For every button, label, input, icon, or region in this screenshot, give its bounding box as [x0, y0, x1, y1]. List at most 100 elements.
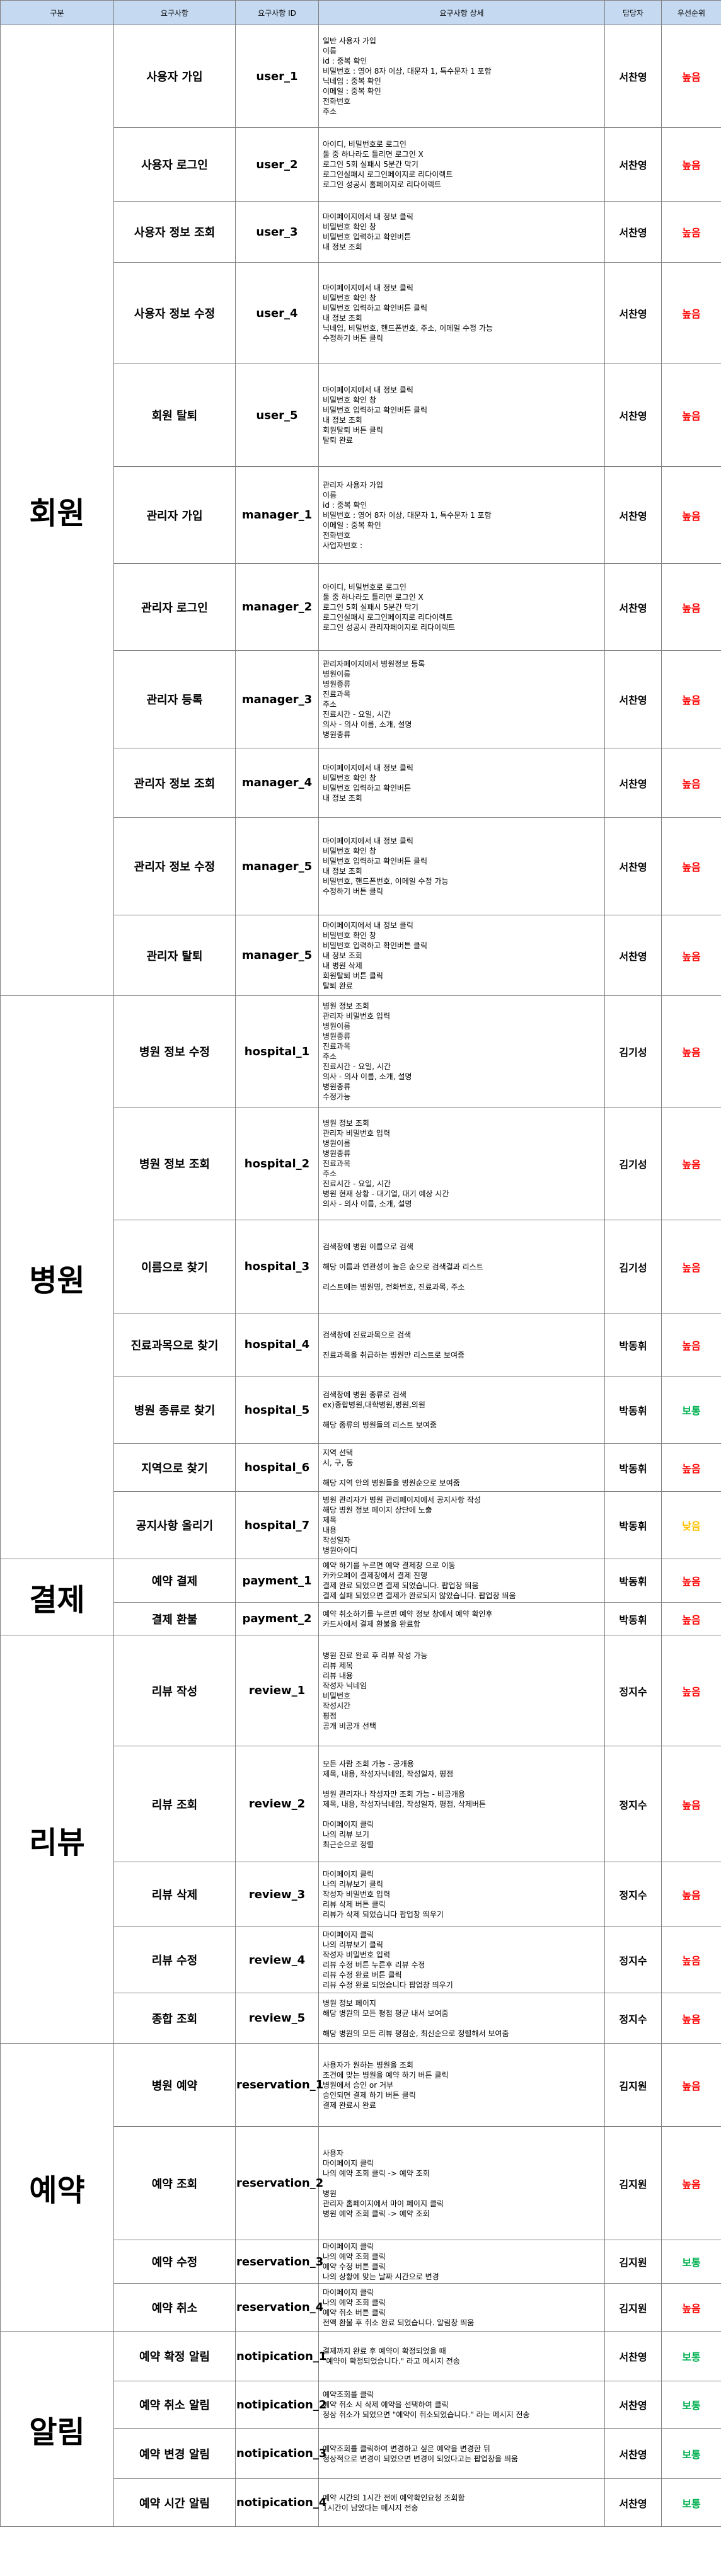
- requirement-cell: 사용자 로그인: [113, 127, 236, 202]
- requirement-detail-cell: 예약 시간의 1시간 전에 예약확인요청 조회함 1시간이 남았다는 메시지 전…: [318, 2478, 605, 2527]
- requirement-cell: 예약 취소 알림: [113, 2381, 236, 2429]
- requirement-detail-cell: 예약 하기를 누르면 예약 결제창 으로 이동 카카오페이 결제창에서 결제 진…: [318, 1559, 605, 1603]
- table-row: 알림 예약 확정 알림 notipication_1 결제까지 완료 후 예약이 확정…: [0, 2331, 721, 2527]
- table-row: 관리자 등록 manager_3 관리자페이지에서 병원정보 등록 병원이름 병원종…: [1, 650, 721, 748]
- requirement-id-cell: notipication_2: [235, 2381, 326, 2429]
- requirement-detail-cell: 검색창에 진료과목으로 검색 진료과목을 취급하는 병원만 리스트로 보여줌: [318, 1313, 605, 1377]
- owner-cell: 정지수: [604, 1635, 662, 1746]
- requirement-id-cell: reservation_1: [235, 2043, 323, 2127]
- requirement-detail-cell: 병원 정보 조회 관리자 비밀번호 입력 병원이름 병원종류 진료과목 주소 진…: [318, 995, 605, 1108]
- section-category: 알림: [0, 2331, 114, 2527]
- requirement-detail-cell: 마이페이지에서 내 정보 클릭 비밀번호 확인 창 비밀번호 입력하고 확인버튼…: [318, 262, 605, 364]
- requirement-cell: 병원 정보 수정: [113, 995, 236, 1108]
- requirement-id-cell: review_4: [235, 1926, 319, 1993]
- priority-cell: 높음: [661, 1635, 721, 1746]
- priority-cell: 높음: [661, 1313, 721, 1377]
- requirement-cell: 리뷰 수정: [113, 1926, 236, 1993]
- owner-cell: 서찬영: [604, 2381, 662, 2429]
- requirement-cell: 병원 종류로 찾기: [113, 1376, 236, 1444]
- requirement-detail-cell: 마이페이지 클릭 나의 예약 조회 클릭 예약 취소 버튼 클릭 전액 환불 후…: [318, 2283, 605, 2332]
- requirement-detail-cell: 마이페이지에서 내 정보 클릭 비밀번호 확인 창 비밀번호 입력하고 확인버튼…: [318, 364, 605, 467]
- priority-cell: 높음: [661, 466, 721, 564]
- priority-cell: 높음: [661, 1602, 721, 1635]
- owner-cell: 서찬영: [604, 817, 662, 915]
- requirement-cell: 리뷰 삭제: [113, 1862, 236, 1927]
- requirement-id-cell: hospital_6: [235, 1443, 319, 1492]
- requirement-id-cell: review_1: [235, 1635, 319, 1746]
- priority-cell: 높음: [661, 1926, 721, 1993]
- priority-cell: 높음: [661, 364, 721, 467]
- requirement-cell: 이름으로 찾기: [113, 1220, 236, 1314]
- priority-cell: 높음: [661, 127, 721, 202]
- priority-cell: 높음: [661, 25, 721, 128]
- table-row: 리뷰 리뷰 작성 review_1 병원 진료 완료 후 리뷰 작성 가능 리뷰 제목…: [0, 1635, 721, 2044]
- requirement-detail-cell: 병원 관리자가 병원 관리페이지에서 공지사항 작성 해당 병원 정보 페이지 …: [318, 1491, 605, 1559]
- requirement-detail-cell: 검색창에 병원 이름으로 검색 해당 이름과 연관성이 높은 순으로 검색결과 …: [318, 1220, 605, 1314]
- requirement-cell: 사용자 가입: [113, 25, 236, 128]
- requirement-id-cell: hospital_5: [235, 1376, 319, 1444]
- requirement-detail-cell: 관리자 사용자 가입 이름 id : 중복 확인 비밀번호 : 영어 8자 이상…: [318, 466, 605, 564]
- requirement-cell: 관리자 로그인: [113, 563, 236, 651]
- requirement-cell: 관리자 등록: [113, 650, 236, 748]
- requirement-id-cell: hospital_1: [235, 995, 319, 1108]
- priority-cell: 높음: [661, 262, 721, 364]
- requirement-id-cell: payment_1: [235, 1559, 319, 1603]
- owner-cell: 서찬영: [604, 25, 662, 128]
- table-row: 병원 정보 조회 hospital_2 병원 정보 조회 관리자 비밀번호 입력 병…: [1, 1107, 721, 1220]
- requirement-cell: 리뷰 조회: [113, 1746, 236, 1862]
- requirement-id-cell: user_4: [235, 262, 319, 364]
- table-row: 예약 시간 알림 notipication_4 예약 시간의 1시간 전에 예약확인…: [1, 2478, 721, 2527]
- requirement-cell: 병원 예약: [113, 2043, 236, 2127]
- owner-cell: 김기성: [604, 995, 662, 1108]
- owner-cell: 김기성: [604, 1220, 662, 1314]
- priority-cell: 높음: [661, 650, 721, 748]
- requirement-detail-cell: 마이페이지에서 내 정보 클릭 비밀번호 확인 창 비밀번호 입력하고 확인버튼…: [318, 817, 605, 915]
- requirement-cell: 관리자 탈퇴: [113, 915, 236, 996]
- owner-cell: 박동휘: [604, 1491, 662, 1559]
- table-row: 리뷰 조회 review_2 모든 사람 조회 가능 - 공개용 제목, 내용, 작…: [1, 1746, 721, 1862]
- owner-cell: 김지원: [604, 2240, 662, 2284]
- requirement-id-cell: review_3: [235, 1862, 319, 1927]
- owner-cell: 정지수: [604, 1926, 662, 1993]
- requirement-id-cell: user_2: [235, 127, 319, 202]
- owner-cell: 박동휘: [604, 1376, 662, 1444]
- requirement-cell: 사용자 정보 조회: [113, 201, 236, 263]
- owner-cell: 서찬영: [604, 364, 662, 467]
- priority-cell: 높음: [661, 1107, 721, 1220]
- requirement-detail-cell: 병원 진료 완료 후 리뷰 작성 가능 리뷰 제목 리뷰 내용 작성자 닉네임 …: [318, 1635, 605, 1746]
- table-row: 회원 탈퇴 user_5 마이페이지에서 내 정보 클릭 비밀번호 확인 창 비밀번…: [1, 364, 721, 467]
- owner-cell: 정지수: [604, 1862, 662, 1927]
- table-row: 관리자 탈퇴 manager_5 마이페이지에서 내 정보 클릭 비밀번호 확인 창…: [1, 915, 721, 996]
- priority-cell: 보통: [661, 2331, 721, 2381]
- priority-cell: 보통: [661, 2381, 721, 2429]
- requirement-id-cell: reservation_4: [235, 2283, 323, 2332]
- requirement-id-cell: manager_1: [235, 466, 319, 564]
- table-row: 예약 병원 예약 reservation_1 사용자가 원하는 병원을 조회 조건에 …: [0, 2043, 721, 2332]
- header-owner: 담당자: [604, 0, 662, 25]
- requirement-cell: 공지사항 올리기: [113, 1491, 236, 1559]
- requirement-id-cell: manager_5: [235, 817, 319, 915]
- owner-cell: 서찬영: [604, 650, 662, 748]
- requirement-detail-cell: 예약 취소하기를 누르면 예약 정보 창에서 예약 확인후 카드사에서 결제 환…: [318, 1602, 605, 1635]
- table-row: 결제 예약 결제 payment_1 예약 하기를 누르면 예약 결제창 으로 이동 …: [0, 1559, 721, 1635]
- requirement-detail-cell: 병원 정보 페이지 해당 병원의 모든 평점 평균 내서 보여줌 해당 병원의 …: [318, 1993, 605, 2044]
- requirement-cell: 관리자 가입: [113, 466, 236, 564]
- header-requirement-detail: 요구사항 상세: [318, 0, 605, 25]
- owner-cell: 서찬영: [604, 563, 662, 651]
- section-category: 예약: [0, 2043, 114, 2332]
- priority-cell: 높음: [661, 2043, 721, 2127]
- priority-cell: 높음: [661, 563, 721, 651]
- requirement-id-cell: notipication_4: [235, 2478, 326, 2527]
- owner-cell: 서찬영: [604, 748, 662, 818]
- requirement-id-cell: reservation_2: [235, 2126, 323, 2240]
- requirement-id-cell: hospital_3: [235, 1220, 319, 1314]
- requirements-body: 회원 사용자 가입 user_1 일반 사용자 가입 이름 id : 중복 확인 비밀…: [0, 25, 721, 2527]
- table-row: 예약 취소 알림 notipication_2 예약조회를 클릭 예약 취소 시 삭…: [1, 2381, 721, 2429]
- table-row: 이름으로 찾기 hospital_3 검색창에 병원 이름으로 검색 해당 이름과 …: [1, 1220, 721, 1314]
- requirement-detail-cell: 예약조회를 클릭하여 변경하고 싶은 예약을 변경한 뒤 정상적으로 변경이 되…: [318, 2428, 605, 2479]
- table-row: 예약 취소 reservation_4 마이페이지 클릭 나의 예약 조회 클릭 예…: [1, 2283, 721, 2332]
- requirement-detail-cell: 결제까지 완료 후 예약이 확정되었을 때 "예약이 확정되었습니다." 라고 …: [318, 2331, 605, 2381]
- requirement-detail-cell: 마이페이지 클릭 나의 예약 조회 클릭 예약 수정 버튼 클릭 나의 상황에 …: [318, 2240, 605, 2284]
- table-row: 병원 종류로 찾기 hospital_5 검색창에 병원 종류로 검색 ex)종합병…: [1, 1376, 721, 1444]
- requirement-cell: 지역으로 찾기: [113, 1443, 236, 1492]
